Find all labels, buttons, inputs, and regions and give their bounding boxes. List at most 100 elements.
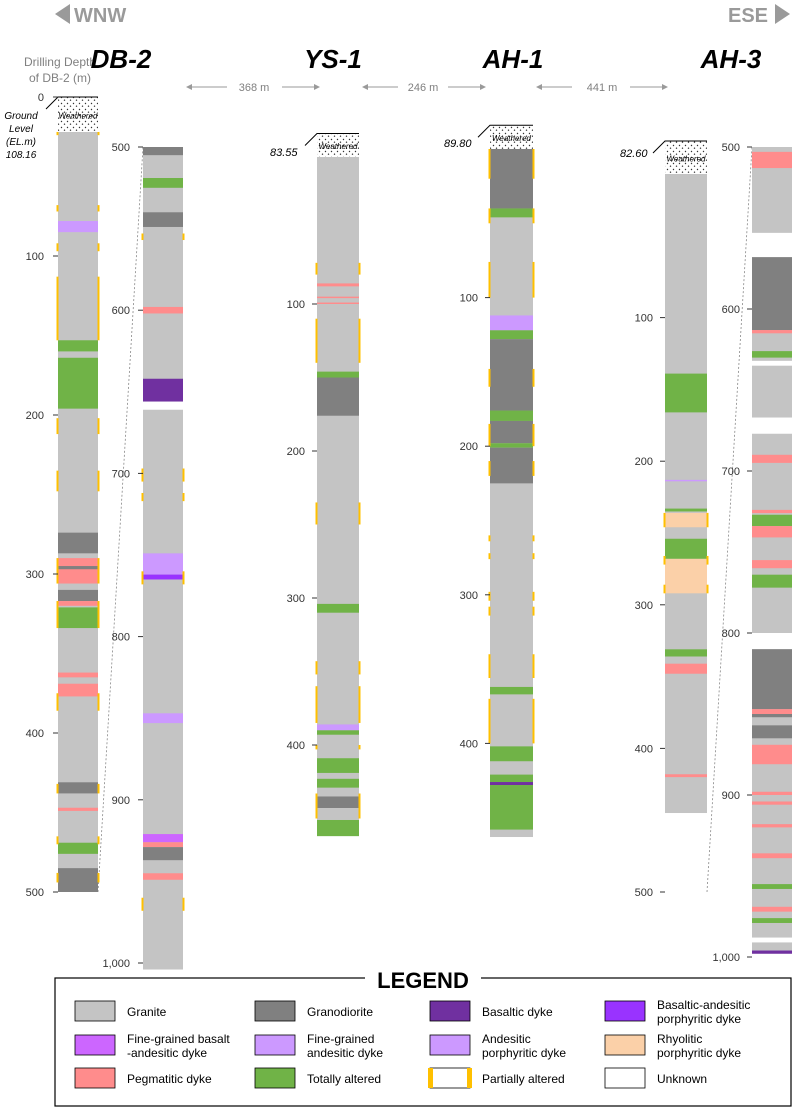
partial-altered-mark-left <box>56 872 59 883</box>
partial-altered-mark-left <box>141 897 144 911</box>
partial-altered-mark-left <box>663 555 666 565</box>
partial-altered-mark-left <box>315 318 318 363</box>
depth-tick-label: 400 <box>287 740 305 752</box>
interval-granodiorite <box>58 782 98 794</box>
interval-granite <box>58 131 98 893</box>
interval-pegm <box>58 807 98 811</box>
interval-granodiorite <box>143 847 183 861</box>
partial-altered-mark-right <box>97 693 100 711</box>
partial-altered-mark-left <box>141 468 144 482</box>
legend-swatch <box>604 1034 646 1056</box>
column-db2-1: 500 600 700 800 900 1,000 <box>102 142 185 970</box>
ground-level-marker <box>477 124 533 138</box>
partial-altered-mark-right <box>182 897 185 911</box>
legend-swatch <box>74 1000 116 1022</box>
interval-pegm <box>143 842 183 848</box>
direction-left-arrow <box>55 4 70 24</box>
depth-tick-label: 200 <box>635 456 653 468</box>
interval-granodiorite <box>143 147 183 156</box>
partial-altered-mark-right <box>532 654 535 679</box>
partial-altered-mark-right <box>532 698 535 744</box>
depth-tick-label: 200 <box>287 446 305 458</box>
partial-altered-mark-left <box>315 262 318 275</box>
interval-granodiorite <box>490 149 533 209</box>
partial-altered-mark-right <box>706 584 709 594</box>
partial-altered-mark-left <box>56 131 59 136</box>
interval-altered <box>490 208 533 218</box>
depth-tick-label: 200 <box>26 410 44 422</box>
partial-altered-mark-right <box>532 368 535 387</box>
legend-label: Fine-grained <box>307 1032 374 1046</box>
partial-altered-mark-left <box>315 793 318 819</box>
interval-granodiorite <box>58 566 98 570</box>
interval-fga <box>665 479 707 482</box>
legend-swatch <box>429 1000 471 1022</box>
interval-altered <box>490 443 533 448</box>
partial-altered-mark-left <box>488 535 491 542</box>
interval-pegm <box>752 709 792 714</box>
interval-altered <box>58 607 98 629</box>
partial-altered-mark-left <box>56 205 59 212</box>
interval-pegm <box>665 774 707 778</box>
legend-label-line2: andesitic dyke <box>307 1046 383 1060</box>
partial-altered-mark-right <box>358 502 361 525</box>
depth-tick-label: 300 <box>287 593 305 605</box>
interval-altered <box>143 178 183 188</box>
interval-altered <box>58 340 98 352</box>
partial-altered-mark-left <box>488 553 491 560</box>
depth-tick-label: 1,000 <box>712 952 740 964</box>
interval-pegm <box>752 824 792 828</box>
interval-fga <box>143 553 183 575</box>
partial-altered-mark-left <box>56 693 59 711</box>
legend-item-fgba: Fine-grained basalt-andesitic dyke <box>74 1032 230 1060</box>
partial-altered-mark-left <box>488 606 491 616</box>
depth-tick-label: 800 <box>722 628 740 640</box>
depth-tick-label: 900 <box>722 790 740 802</box>
depth-tick-label: 400 <box>635 743 653 755</box>
interval-pegm <box>317 296 359 299</box>
interval-altered <box>665 373 707 413</box>
legend-item-unknown: Unknown <box>604 1067 707 1089</box>
partial-altered-mark-left <box>56 470 59 492</box>
partial-altered-mark-right <box>532 423 535 447</box>
depth-tick-label: 500 <box>722 142 740 154</box>
partial-altered-mark-right <box>97 470 100 492</box>
interval-fga <box>490 315 533 331</box>
direction-right-label: ESE <box>728 5 768 27</box>
partial-altered-mark-right <box>358 745 361 750</box>
column-db2-0: Weathered 0 100 200 300 400 500 <box>26 92 100 899</box>
interval-granodiorite <box>490 447 533 484</box>
partial-altered-mark-right <box>532 535 535 542</box>
depth-axis-title-1: Drilling Depth <box>24 55 96 69</box>
distance-arrow-2: 246 m <box>362 82 486 94</box>
borehole-title-ah3: AH-3 <box>700 44 762 74</box>
interval-granodiorite <box>490 339 533 411</box>
interval-pegm <box>58 558 98 584</box>
direction-right-arrow <box>775 4 790 24</box>
interval-granodiorite <box>143 212 183 227</box>
depth-tick-label: 400 <box>460 738 478 750</box>
distance-label-3: 441 m <box>587 82 618 94</box>
legend-swatch <box>74 1067 116 1089</box>
partial-altered-mark-right <box>358 262 361 275</box>
depth-tick-label: 100 <box>635 313 653 325</box>
ground-level-label-4: 108.16 <box>6 150 37 161</box>
weathered-zone <box>317 133 359 157</box>
partial-altered-mark-left <box>488 208 491 224</box>
interval-unknown <box>752 417 792 434</box>
partial-altered-mark-left <box>488 261 491 298</box>
partial-altered-mark-right <box>97 205 100 212</box>
legend-item-partial: Partially altered <box>428 1067 565 1089</box>
depth-tick-label: 200 <box>460 441 478 453</box>
legend-label: Fine-grained basalt <box>127 1032 230 1046</box>
depth-tick-label: 600 <box>722 304 740 316</box>
ground-level-label-1: Ground <box>4 111 38 122</box>
interval-pegm <box>58 683 98 697</box>
legend-label: Granodiorite <box>307 1005 373 1019</box>
legend-label-line2: porphyritic dyke <box>482 1046 566 1060</box>
weathered-zone <box>665 140 707 174</box>
distance-arrow-3: 441 m <box>536 82 668 94</box>
borehole-columns: Weathered 0 100 200 300 400 500 500 600 700 800 900… <box>26 92 792 970</box>
interval-altered <box>752 574 792 588</box>
weathered-label: Weathered <box>319 142 359 151</box>
